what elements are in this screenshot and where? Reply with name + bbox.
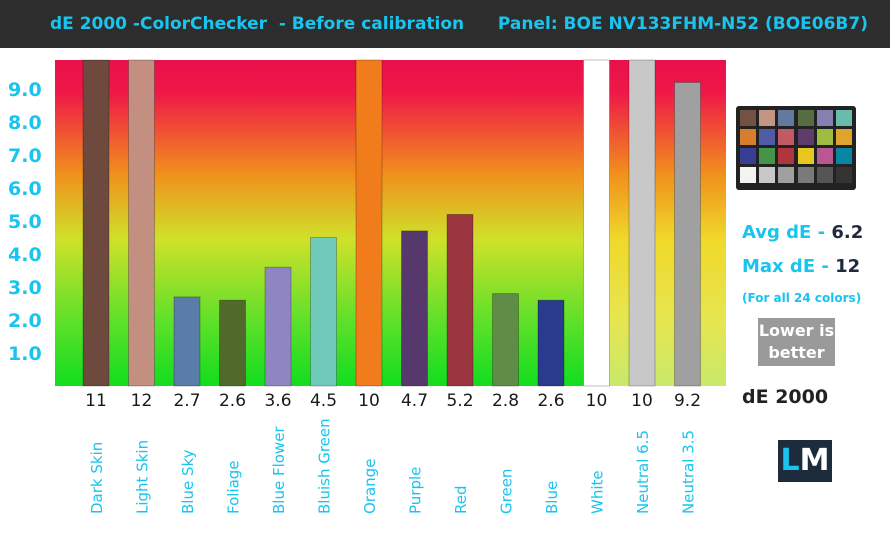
checker-swatch <box>740 129 756 145</box>
category-label: Purple <box>407 467 425 514</box>
checker-swatch <box>759 148 776 164</box>
bar-purple <box>401 230 428 387</box>
checker-swatch <box>759 167 776 183</box>
max-de: Max dE - 12 <box>742 256 861 277</box>
category-label: Bluish Green <box>316 418 334 514</box>
bar-green <box>492 293 519 387</box>
checker-swatch <box>740 110 756 126</box>
category-label: Dark Skin <box>88 442 106 514</box>
category-label: Neutral 3.5 <box>680 430 698 514</box>
bar-neutral-65 <box>628 59 656 387</box>
bar-foliage <box>219 299 246 387</box>
checker-swatch <box>816 167 833 183</box>
value-label: 2.6 <box>219 391 246 411</box>
value-label: 10 <box>358 391 380 411</box>
category-label: Blue Sky <box>179 449 197 514</box>
checker-swatch <box>816 110 833 126</box>
colorchecker-chart-icon <box>736 106 856 190</box>
category-label: Light Skin <box>134 440 152 514</box>
y-tick-label: 6.0 <box>8 178 42 200</box>
y-tick-label: 9.0 <box>8 79 42 101</box>
bar-neutral-35 <box>674 81 701 387</box>
y-tick-label: 2.0 <box>8 310 42 332</box>
value-label: 10 <box>631 391 653 411</box>
avg-de: Avg dE - 6.2 <box>742 222 864 243</box>
category-label: Neutral 6.5 <box>634 430 652 514</box>
value-label: 4.5 <box>310 391 337 411</box>
value-label: 2.8 <box>492 391 519 411</box>
lower-is-better-badge: Lower is better <box>758 318 835 366</box>
bars <box>82 59 701 387</box>
value-label: 11 <box>85 391 107 411</box>
checker-swatch <box>797 129 814 145</box>
y-tick-label: 1.0 <box>8 343 42 365</box>
chart-title: dE 2000 -ColorChecker - Before calibrati… <box>50 14 465 34</box>
checker-swatch <box>836 148 852 164</box>
value-label: 10 <box>586 391 608 411</box>
category-label: Orange <box>361 459 379 514</box>
bar-blue-flower <box>264 266 292 387</box>
all-colors-note: (For all 24 colors) <box>742 291 862 305</box>
bar-bluish-green <box>310 237 337 387</box>
checker-swatch <box>836 129 852 145</box>
bar-red <box>446 213 474 387</box>
bar-light-skin <box>128 59 155 387</box>
bar-white <box>583 59 610 387</box>
checker-swatch <box>759 129 776 145</box>
checker-swatch <box>797 110 814 126</box>
category-label: Foliage <box>225 460 243 514</box>
checker-swatch <box>797 167 814 183</box>
unit-label: dE 2000 <box>742 386 829 408</box>
y-tick-label: 7.0 <box>8 145 42 167</box>
y-tick-label: 5.0 <box>8 211 42 233</box>
value-label: 4.7 <box>401 391 428 411</box>
checker-swatch <box>740 148 756 164</box>
value-label: 3.6 <box>264 391 291 411</box>
checker-swatch <box>740 167 756 183</box>
checker-swatch <box>836 110 852 126</box>
checker-swatch <box>778 110 795 126</box>
category-label: Blue <box>543 481 561 514</box>
header-bar: dE 2000 -ColorChecker - Before calibrati… <box>0 0 890 48</box>
value-label: 12 <box>131 391 153 411</box>
checker-swatch <box>816 129 833 145</box>
panel-label: Panel: BOE NV133FHM-N52 (BOE06B7) <box>497 14 868 34</box>
checker-swatch <box>759 110 776 126</box>
category-label: White <box>589 470 607 514</box>
category-label: Green <box>498 469 516 514</box>
category-label: Red <box>452 486 470 515</box>
bar-blue <box>537 299 565 387</box>
checker-swatch <box>797 148 814 164</box>
lm-logo: LM <box>778 440 832 482</box>
bar-dark-skin <box>82 59 110 387</box>
value-label: 2.7 <box>173 391 200 411</box>
checker-swatch <box>836 167 852 183</box>
checker-swatch <box>778 167 795 183</box>
value-label: 9.2 <box>674 391 701 411</box>
value-label: 2.6 <box>537 391 564 411</box>
value-labels: 11 12 2.7 2.6 3.6 4.5 10 4.7 5.2 2.8 2.6 10 10 9.2 <box>85 391 701 411</box>
category-labels: Dark Skin Light Skin Blue Sky Foliage Blue F… <box>88 418 698 514</box>
bar-blue-sky <box>173 296 201 387</box>
checker-swatch <box>778 148 795 164</box>
y-tick-label: 3.0 <box>8 277 42 299</box>
category-label: Blue Flower <box>270 426 288 514</box>
checker-swatch <box>778 129 795 145</box>
checker-swatch <box>816 148 833 164</box>
y-tick-label: 8.0 <box>8 112 42 134</box>
value-label: 5.2 <box>446 391 473 411</box>
bar-orange <box>355 59 383 387</box>
y-axis-ticks: 1.0 2.0 3.0 4.0 5.0 6.0 7.0 8.0 9.0 <box>8 79 42 365</box>
y-tick-label: 4.0 <box>8 244 42 266</box>
